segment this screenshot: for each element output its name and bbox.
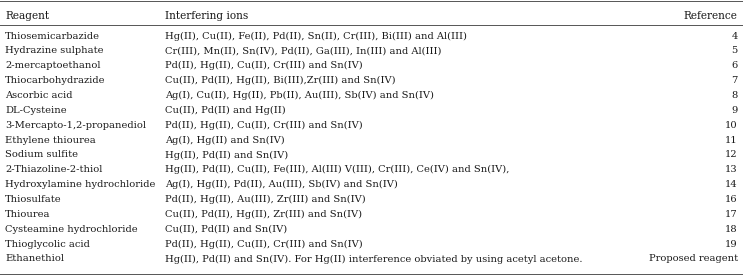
Text: Thiourea: Thiourea: [5, 210, 51, 219]
Text: 3-Mercapto-1,2-propanediol: 3-Mercapto-1,2-propanediol: [5, 121, 146, 130]
Text: Cysteamine hydrochloride: Cysteamine hydrochloride: [5, 225, 137, 234]
Text: 8: 8: [732, 91, 738, 100]
Text: 5: 5: [732, 46, 738, 56]
Text: Pd(II), Hg(II), Cu(II), Cr(III) and Sn(IV): Pd(II), Hg(II), Cu(II), Cr(III) and Sn(I…: [165, 240, 363, 249]
Text: 16: 16: [725, 195, 738, 204]
Text: Proposed reagent: Proposed reagent: [649, 254, 738, 263]
Text: Pd(II), Hg(II), Au(III), Zr(III) and Sn(IV): Pd(II), Hg(II), Au(III), Zr(III) and Sn(…: [165, 195, 366, 204]
Text: 7: 7: [731, 76, 738, 85]
Text: 17: 17: [725, 210, 738, 219]
Text: Ag(I), Hg(II) and Sn(IV): Ag(I), Hg(II) and Sn(IV): [165, 136, 285, 145]
Text: 2-Thiazoline-2-thiol: 2-Thiazoline-2-thiol: [5, 165, 103, 174]
Text: Ascorbic acid: Ascorbic acid: [5, 91, 73, 100]
Text: 6: 6: [732, 61, 738, 70]
Text: 4: 4: [732, 32, 738, 41]
Text: Reagent: Reagent: [5, 11, 49, 21]
Text: Pd(II), Hg(II), Cu(II), Cr(III) and Sn(IV): Pd(II), Hg(II), Cu(II), Cr(III) and Sn(I…: [165, 121, 363, 130]
Text: Hg(II), Pd(II), Cu(II), Fe(III), Al(III) V(III), Cr(III), Ce(IV) and Sn(IV),: Hg(II), Pd(II), Cu(II), Fe(III), Al(III)…: [165, 165, 509, 174]
Text: 19: 19: [725, 240, 738, 249]
Text: Cu(II), Pd(II), Hg(II), Bi(III),Zr(III) and Sn(IV): Cu(II), Pd(II), Hg(II), Bi(III),Zr(III) …: [165, 76, 395, 85]
Text: Hydrazine sulphate: Hydrazine sulphate: [5, 46, 104, 56]
Text: Cu(II), Pd(II) and Hg(II): Cu(II), Pd(II) and Hg(II): [165, 106, 286, 115]
Text: Thiosulfate: Thiosulfate: [5, 195, 62, 204]
Text: Cr(III), Mn(II), Sn(IV), Pd(II), Ga(III), In(III) and Al(III): Cr(III), Mn(II), Sn(IV), Pd(II), Ga(III)…: [165, 46, 441, 56]
Text: Thioglycolic acid: Thioglycolic acid: [5, 240, 90, 249]
Text: Hg(II), Pd(II) and Sn(IV): Hg(II), Pd(II) and Sn(IV): [165, 150, 288, 160]
Text: 2-mercaptoethanol: 2-mercaptoethanol: [5, 61, 101, 70]
Text: Ag(I), Cu(II), Hg(II), Pb(II), Au(III), Sb(IV) and Sn(IV): Ag(I), Cu(II), Hg(II), Pb(II), Au(III), …: [165, 91, 434, 100]
Text: Hg(II), Pd(II) and Sn(IV). For Hg(II) interference obviated by using acetyl acet: Hg(II), Pd(II) and Sn(IV). For Hg(II) in…: [165, 254, 583, 263]
Text: Hg(II), Cu(II), Fe(II), Pd(II), Sn(II), Cr(III), Bi(III) and Al(III): Hg(II), Cu(II), Fe(II), Pd(II), Sn(II), …: [165, 32, 467, 41]
Text: Pd(II), Hg(II), Cu(II), Cr(III) and Sn(IV): Pd(II), Hg(II), Cu(II), Cr(III) and Sn(I…: [165, 61, 363, 70]
Text: Cu(II), Pd(II), Hg(II), Zr(III) and Sn(IV): Cu(II), Pd(II), Hg(II), Zr(III) and Sn(I…: [165, 210, 362, 219]
Text: Thiosemicarbazide: Thiosemicarbazide: [5, 32, 100, 41]
Text: Thiocarbohydrazide: Thiocarbohydrazide: [5, 76, 106, 85]
Text: 18: 18: [725, 225, 738, 234]
Text: Interfering ions: Interfering ions: [165, 11, 248, 21]
Text: DL-Cysteine: DL-Cysteine: [5, 106, 67, 115]
Text: 13: 13: [725, 165, 738, 174]
Text: 10: 10: [725, 121, 738, 130]
Text: Cu(II), Pd(II) and Sn(IV): Cu(II), Pd(II) and Sn(IV): [165, 225, 288, 234]
Text: Sodium sulfite: Sodium sulfite: [5, 150, 78, 160]
Text: Reference: Reference: [684, 11, 738, 21]
Text: 12: 12: [725, 150, 738, 160]
Text: Ethylene thiourea: Ethylene thiourea: [5, 136, 96, 145]
Text: 9: 9: [732, 106, 738, 115]
Text: Hydroxylamine hydrochloride: Hydroxylamine hydrochloride: [5, 180, 155, 189]
Text: 14: 14: [725, 180, 738, 189]
Text: Ethanethiol: Ethanethiol: [5, 254, 64, 263]
Text: Ag(I), Hg(II), Pd(II), Au(III), Sb(IV) and Sn(IV): Ag(I), Hg(II), Pd(II), Au(III), Sb(IV) a…: [165, 180, 398, 189]
Text: 11: 11: [725, 136, 738, 145]
